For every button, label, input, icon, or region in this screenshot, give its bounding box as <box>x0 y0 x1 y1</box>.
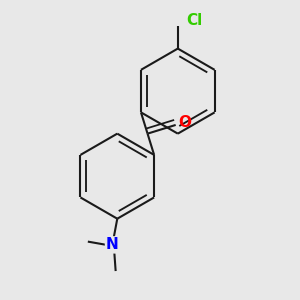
Text: O: O <box>178 115 192 130</box>
Text: N: N <box>106 237 119 252</box>
Text: Cl: Cl <box>186 13 202 28</box>
